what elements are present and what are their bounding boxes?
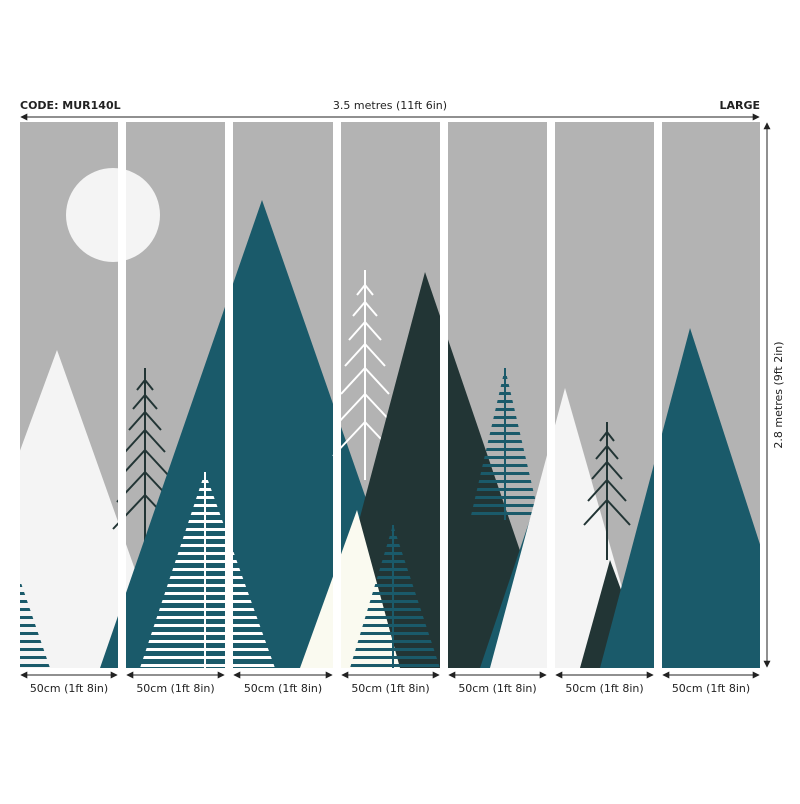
panel-label: 50cm (1ft 8in) [136, 682, 214, 695]
panel-label: 50cm (1ft 8in) [351, 682, 429, 695]
size: LARGE [719, 99, 760, 112]
panel-label: 50cm (1ft 8in) [565, 682, 643, 695]
height-label: 2.8 metres (9ft 2in) [772, 341, 785, 448]
panel-label: 50cm (1ft 8in) [30, 682, 108, 695]
panel-label: 50cm (1ft 8in) [244, 682, 322, 695]
code: CODE: MUR140L [20, 99, 121, 112]
width-label: 3.5 metres (11ft 6in) [333, 99, 447, 112]
panel-label: 50cm (1ft 8in) [672, 682, 750, 695]
panel-labels: 50cm (1ft 8in) 50cm (1ft 8in) 50cm (1ft 8i… [20, 671, 760, 695]
panel-label: 50cm (1ft 8in) [458, 682, 536, 695]
mural [20, 122, 760, 668]
